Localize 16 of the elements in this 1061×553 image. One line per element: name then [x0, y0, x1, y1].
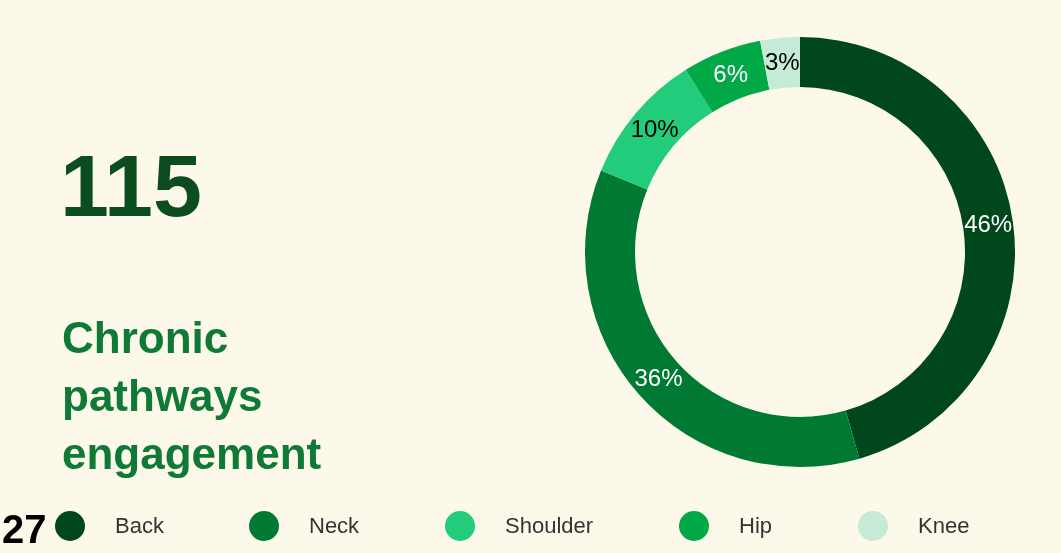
- data-label: 46%: [964, 210, 1013, 238]
- legend-label: Back: [115, 513, 165, 538]
- donut-slice: [585, 170, 860, 467]
- text: 115: [60, 136, 202, 235]
- legend-label: Shoulder: [505, 513, 594, 538]
- data-label: 6%: [713, 60, 749, 88]
- legend-label: Knee: [918, 513, 970, 538]
- donut-slice: [800, 37, 1015, 459]
- legend-label: Hip: [739, 513, 773, 538]
- data-label: 10%: [630, 114, 679, 142]
- donut-slice: [601, 69, 713, 190]
- data-label: 3%: [764, 47, 800, 75]
- text: Chronic pathways engagement: [62, 313, 322, 478]
- legend-label: Neck: [309, 513, 361, 538]
- text: 27: [2, 507, 47, 551]
- data-label: 36%: [634, 363, 683, 391]
